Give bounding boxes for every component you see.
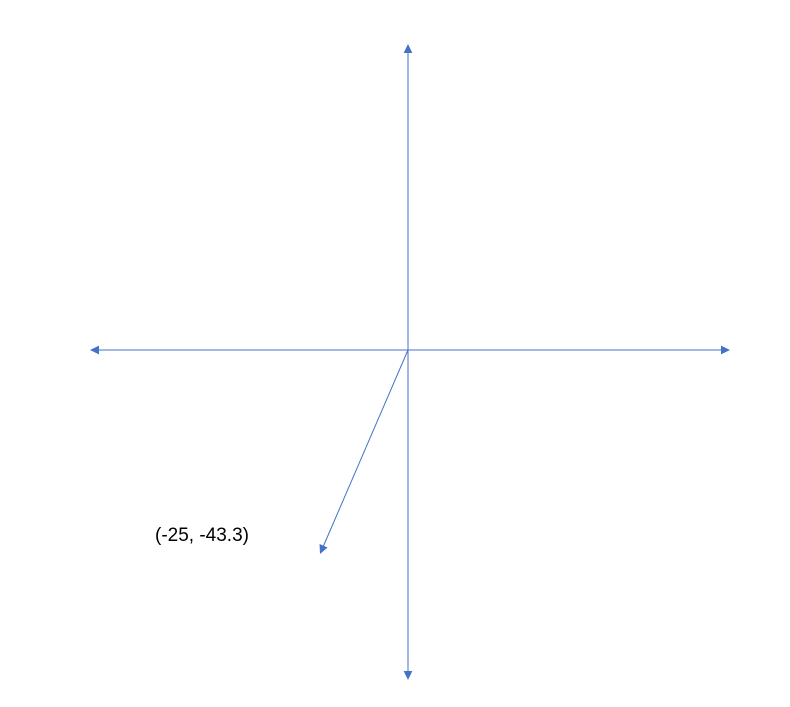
coordinate-diagram: (-25, -43.3) (0, 0, 790, 702)
coordinate-svg (0, 0, 790, 702)
vector-point-label: (-25, -43.3) (155, 525, 249, 547)
